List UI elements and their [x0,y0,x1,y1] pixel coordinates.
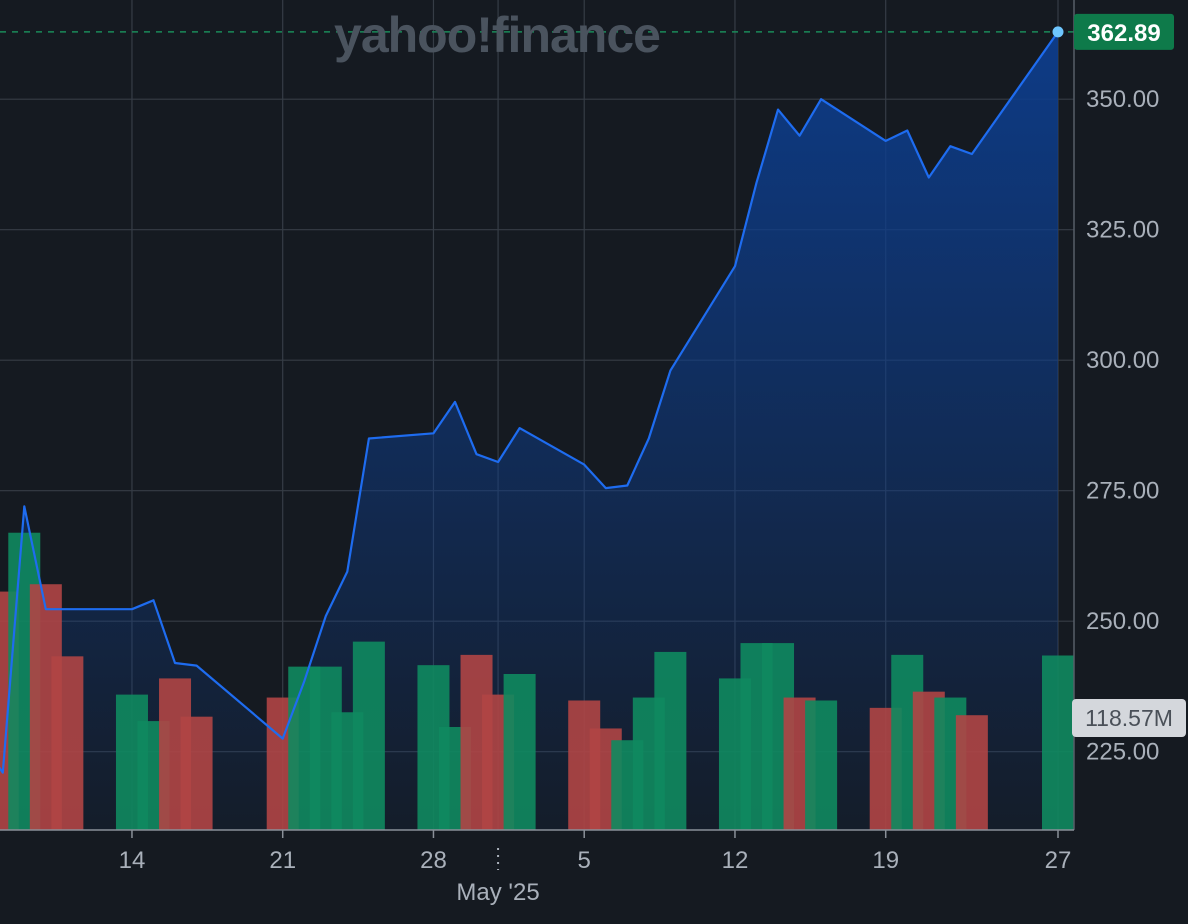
y-tick-label: 300.00 [1086,347,1159,374]
price-series-line [0,31,1059,774]
last-volume-label: 118.57M [1085,705,1173,731]
x-tick-label: 12 [722,847,749,874]
last-price-badge: 362.89 [1074,13,1174,50]
last-price-dot [1052,26,1064,38]
price-area-fill [0,31,1058,830]
price-area [0,31,1058,830]
x-tick-label: 28 [420,847,447,874]
volume-bar [503,674,536,830]
x-tick-label: 27 [1045,847,1072,874]
volume-bar [1042,655,1074,830]
volume-bar [51,656,84,830]
y-tick-label: 350.00 [1086,86,1159,113]
volume-bar [352,641,385,830]
x-tick-label: 14 [119,847,146,874]
axes: 225.00 250.00 275.00 300.00 325.00 350.00 14 21… [0,0,1159,906]
yahoo-finance-watermark: yahoo!finance [334,7,660,63]
y-tick-label: 275.00 [1086,478,1159,505]
volume-bar [805,700,838,830]
x-tick-label: 19 [872,847,899,874]
month-label: May '25 [456,879,539,906]
volume-badge: 118.57M [1072,699,1186,737]
x-tick-label: 21 [269,847,296,874]
last-price-label: 362.89 [1087,20,1160,47]
y-tick-label: 225.00 [1086,739,1159,766]
volume-bar [180,716,213,830]
y-tick-label: 250.00 [1086,608,1159,635]
badges: 362.89 118.57M [1072,13,1186,737]
x-tick-label: 5 [578,847,591,874]
volume-bar [955,715,988,830]
price-line [0,26,1074,774]
volume-bar [654,651,687,830]
volume-bars [0,532,1074,830]
y-tick-label: 325.00 [1086,217,1159,244]
